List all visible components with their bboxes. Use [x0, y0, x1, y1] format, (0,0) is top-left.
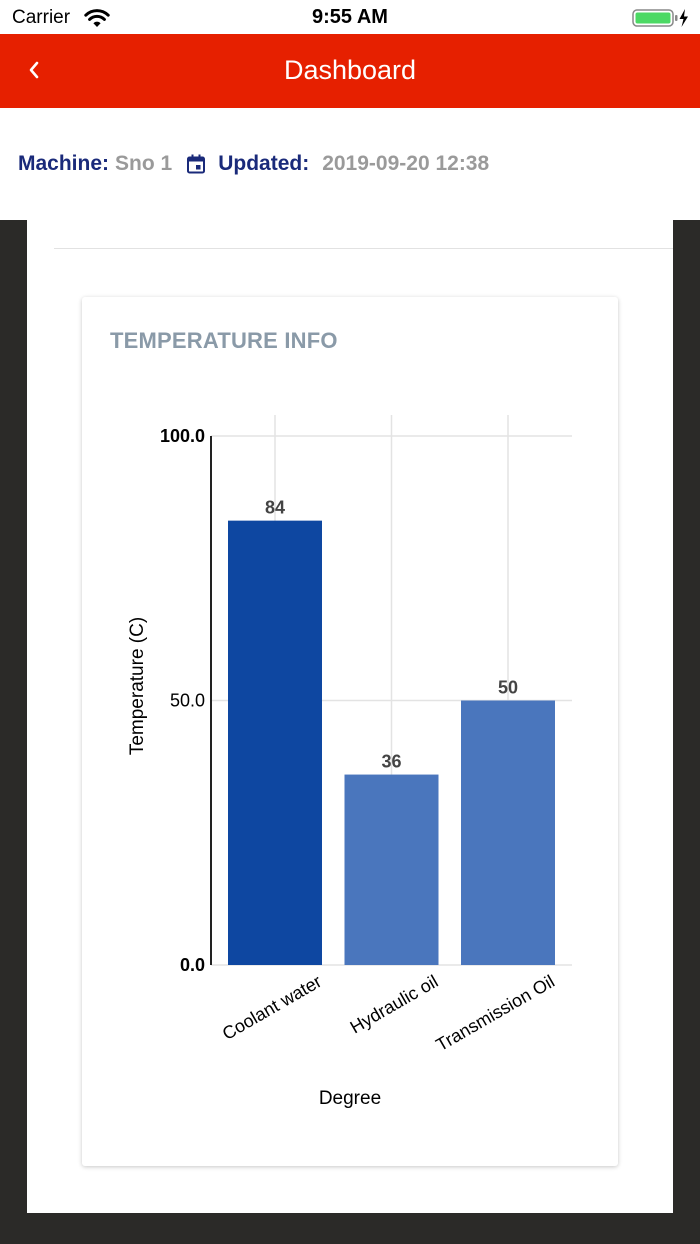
temperature-bar-chart: 0.0 50.0 100.0 84 36 50 Coolant water Hydraulic…: [127, 415, 572, 1109]
status-time: 9:55 AM: [312, 6, 388, 28]
nav-title: Dashboard: [283, 55, 417, 85]
bar-data-label: 84: [265, 498, 285, 518]
wifi-icon: [84, 9, 110, 27]
updated-label: Updated:: [218, 152, 310, 175]
bar-transmission-oil: [461, 700, 555, 965]
machine-label: Machine:: [18, 152, 110, 175]
content-panel: TEMPERATURE INFO 0.0 50.0 100.0 84 36 50 Coola…: [27, 220, 673, 1213]
nav-bar: Dashboard: [0, 34, 700, 108]
battery-charging-icon: [632, 9, 688, 27]
calendar-icon: [187, 154, 206, 174]
card-title: TEMPERATURE INFO: [110, 328, 338, 353]
bar-hydraulic-oil: [344, 774, 439, 965]
y-tick-label: 100.0: [160, 426, 205, 446]
machine-info-bar: Machine: Sno 1 Updated: 2019-09-20 12:38: [0, 108, 700, 220]
x-tick-label: Transmission Oil: [433, 971, 558, 1055]
chevron-left-icon: [29, 61, 39, 79]
x-tick-label: Hydraulic oil: [347, 971, 442, 1037]
bar-data-label: 50: [498, 678, 518, 698]
status-bar: Carrier 9:55 AM: [0, 0, 700, 34]
x-tick-label: Coolant water: [219, 971, 325, 1044]
divider: [54, 248, 673, 249]
bar-data-label: 36: [381, 752, 401, 772]
y-tick-label: 50.0: [170, 691, 205, 711]
y-tick-label: 0.0: [180, 955, 205, 975]
y-axis-title: Temperature (C): [127, 617, 148, 755]
back-button[interactable]: [16, 52, 52, 88]
x-axis-title: Degree: [319, 1088, 381, 1109]
carrier-name: Carrier: [12, 7, 71, 28]
updated-value: 2019-09-20 12:38: [322, 152, 490, 175]
bar-coolant-water: [228, 520, 322, 965]
machine-info-row: Machine: Sno 1 Updated: 2019-09-20 12:38: [18, 152, 489, 176]
temperature-card: TEMPERATURE INFO 0.0 50.0 100.0 84 36 50 Coola…: [82, 297, 618, 1166]
machine-value: Sno 1: [115, 152, 173, 175]
